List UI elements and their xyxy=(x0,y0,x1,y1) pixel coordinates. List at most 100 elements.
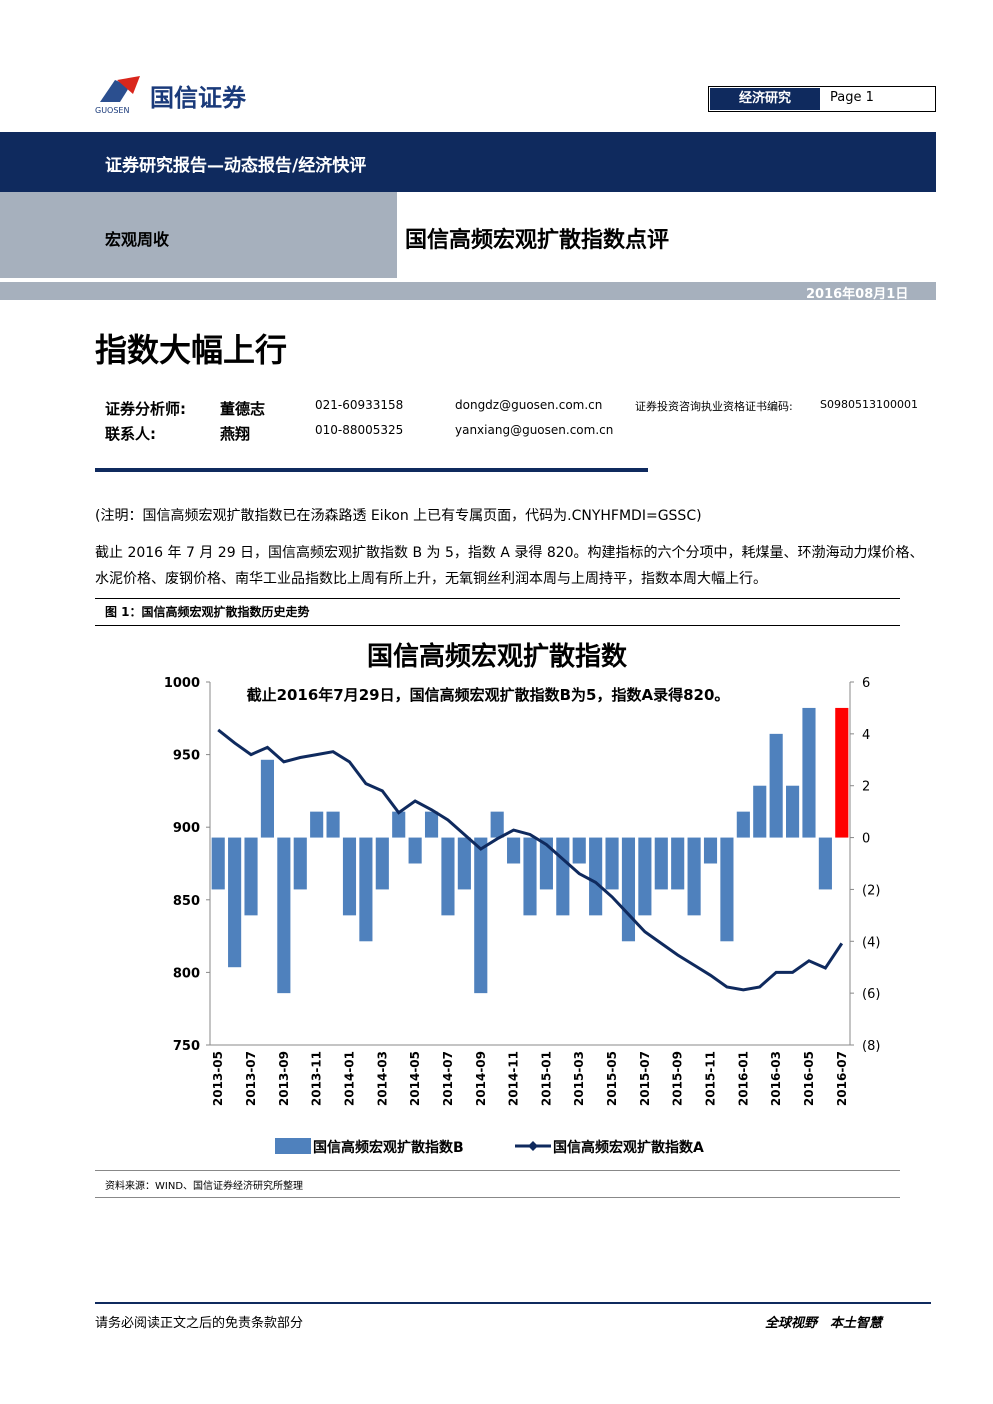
analyst-cell: yanxiang@guosen.com.cn xyxy=(455,423,614,437)
source-box xyxy=(95,1170,900,1198)
bar xyxy=(507,837,521,864)
page-box xyxy=(708,86,936,112)
bar xyxy=(490,811,504,838)
x-tick-label: 2016-03 xyxy=(769,1051,783,1106)
analyst-cell: 证券投资咨询执业资格证书编码: xyxy=(635,400,793,413)
type-band xyxy=(0,132,936,192)
bar xyxy=(556,837,570,916)
y2-tick-label: (6) xyxy=(862,987,880,1002)
caption-box xyxy=(95,598,900,626)
bar xyxy=(293,837,307,890)
chart-title: 国信高频宏观扩散指数 xyxy=(367,641,628,672)
y2-tick-label: (8) xyxy=(862,1039,880,1054)
paragraph: 截止 2016 年 7 月 29 日，国信高频宏观扩散指数 B 为 5，指数 A… xyxy=(95,545,924,587)
bar xyxy=(408,837,422,864)
section: 宏观周收 xyxy=(105,230,170,249)
bar xyxy=(375,837,389,890)
analyst-cell: dongdz@guosen.com.cn xyxy=(455,398,603,412)
bar xyxy=(769,733,783,838)
x-tick-label: 2014-07 xyxy=(441,1051,455,1106)
logo-en: GUOSEN xyxy=(95,106,130,115)
analyst-cell: 证券分析师: xyxy=(105,400,186,418)
x-tick-label: 2014-03 xyxy=(375,1051,389,1106)
bar xyxy=(638,837,652,916)
x-tick-label: 2016-05 xyxy=(802,1051,816,1106)
x-tick-label: 2014-09 xyxy=(474,1051,488,1106)
footer-right: 全球视野 本土智慧 xyxy=(765,1316,883,1331)
y-tick-label: 800 xyxy=(173,966,200,981)
bar xyxy=(277,837,291,994)
legend-label: 国信高频宏观扩散指数A xyxy=(553,1139,704,1156)
y-tick-label: 1000 xyxy=(164,676,200,691)
legend-label: 国信高频宏观扩散指数B xyxy=(313,1139,464,1156)
analyst-cell: 董德志 xyxy=(220,400,266,418)
bar xyxy=(523,837,537,916)
bar xyxy=(572,837,586,864)
bar xyxy=(753,785,767,838)
y-tick-label: 950 xyxy=(173,749,200,764)
x-tick-label: 2014-01 xyxy=(342,1051,356,1106)
bar xyxy=(786,785,800,838)
page-label: Page 1 xyxy=(830,90,874,105)
bar xyxy=(244,837,258,916)
y-tick-label: 900 xyxy=(173,821,200,836)
x-tick-label: 2014-11 xyxy=(507,1051,521,1106)
bar xyxy=(228,837,242,968)
y2-tick-label: 6 xyxy=(862,676,870,691)
line xyxy=(217,728,844,992)
y2-tick-label: 4 xyxy=(862,728,870,743)
bar xyxy=(211,837,225,890)
x-tick-label: 2015-11 xyxy=(704,1051,718,1106)
x-tick-label: 2013-09 xyxy=(277,1051,291,1106)
x-tick-label: 2016-07 xyxy=(835,1051,849,1106)
analyst-cell: 021-60933158 xyxy=(315,398,404,412)
x-tick-label: 2015-09 xyxy=(671,1051,685,1106)
figure-caption: 图 1：国信高频宏观扩散指数历史走势 xyxy=(105,605,310,619)
date: 2016年08月1日 xyxy=(806,287,909,302)
x-tick-label: 2016-01 xyxy=(736,1051,750,1106)
logo: 国信证券 xyxy=(150,84,246,112)
logo-icon xyxy=(100,76,140,102)
bar xyxy=(835,707,849,838)
bar xyxy=(621,837,636,942)
bar xyxy=(654,837,668,890)
bar xyxy=(310,811,324,838)
annotation: 截止2016年7月29日，国信高频宏观扩散指数B为5，指数A录得820。 xyxy=(247,686,730,704)
analyst-cell: 燕翔 xyxy=(220,425,251,443)
page-word: Page xyxy=(830,90,862,105)
bar xyxy=(260,759,274,838)
bar xyxy=(441,837,455,916)
bar xyxy=(703,837,718,864)
report-type: 证券研究报告—动态报告/经济快评 xyxy=(105,156,367,176)
bar xyxy=(605,837,619,890)
bar xyxy=(392,811,406,838)
section-band xyxy=(0,192,397,278)
y-tick-label: 750 xyxy=(173,1039,200,1054)
analyst-cell: S0980513100001 xyxy=(820,398,918,411)
bar xyxy=(736,811,750,838)
bar xyxy=(424,811,439,838)
footer-rule xyxy=(95,1302,931,1304)
report-title: 国信高频宏观扩散指数点评 xyxy=(405,228,670,253)
source: 资料来源：WIND、国信证券经济研究所整理 xyxy=(105,1181,304,1192)
bar xyxy=(589,837,603,916)
bar xyxy=(818,837,832,890)
bar xyxy=(539,837,553,890)
y-tick-label: 850 xyxy=(173,894,200,909)
legend-swatch xyxy=(275,1138,311,1154)
page-number: 1 xyxy=(865,90,874,105)
headline: 指数大幅上行 xyxy=(95,331,288,369)
x-tick-label: 2013-11 xyxy=(310,1051,324,1106)
chart: 国信高频宏观扩散指数 750 800 850 900 950 1000 (8) (6) (4) (2… xyxy=(164,641,881,1156)
footer-left: 请务必阅读正文之后的免责条款部分 xyxy=(95,1316,304,1331)
analyst-cell: 010-88005325 xyxy=(315,423,404,437)
y2-tick-label: (4) xyxy=(862,935,880,950)
bar xyxy=(720,837,734,942)
bar xyxy=(359,837,373,942)
dept: 经济研究 xyxy=(710,88,820,110)
x-tick-label: 2015-05 xyxy=(605,1051,619,1106)
bar xyxy=(474,837,488,994)
x-tick-label: 2015-07 xyxy=(638,1051,652,1106)
x-tick-label: 2013-07 xyxy=(244,1051,258,1106)
